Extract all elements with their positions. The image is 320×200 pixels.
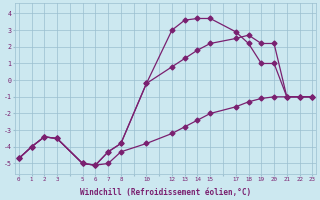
X-axis label: Windchill (Refroidissement éolien,°C): Windchill (Refroidissement éolien,°C) bbox=[80, 188, 251, 197]
